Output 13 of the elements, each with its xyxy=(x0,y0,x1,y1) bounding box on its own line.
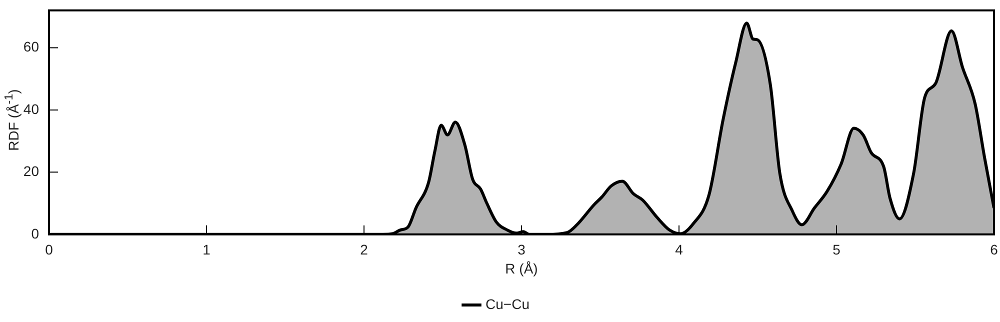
y-tick-label: 40 xyxy=(23,100,40,117)
x-axis-title: R (Å) xyxy=(505,260,538,276)
x-tick-label: 5 xyxy=(832,242,841,258)
x-tick-label: 1 xyxy=(202,242,211,258)
x-tick-label: 2 xyxy=(360,242,368,258)
y-tick-label: 20 xyxy=(23,163,40,180)
y-tick-label: 60 xyxy=(23,38,40,55)
x-tick-label: 3 xyxy=(518,242,526,258)
x-tick-label: 6 xyxy=(990,242,998,258)
y-tick-label: 0 xyxy=(31,225,40,242)
x-tick-label: 4 xyxy=(675,242,684,258)
x-tick-label: 0 xyxy=(45,242,54,258)
legend-label: Cu−Cu xyxy=(486,296,530,312)
